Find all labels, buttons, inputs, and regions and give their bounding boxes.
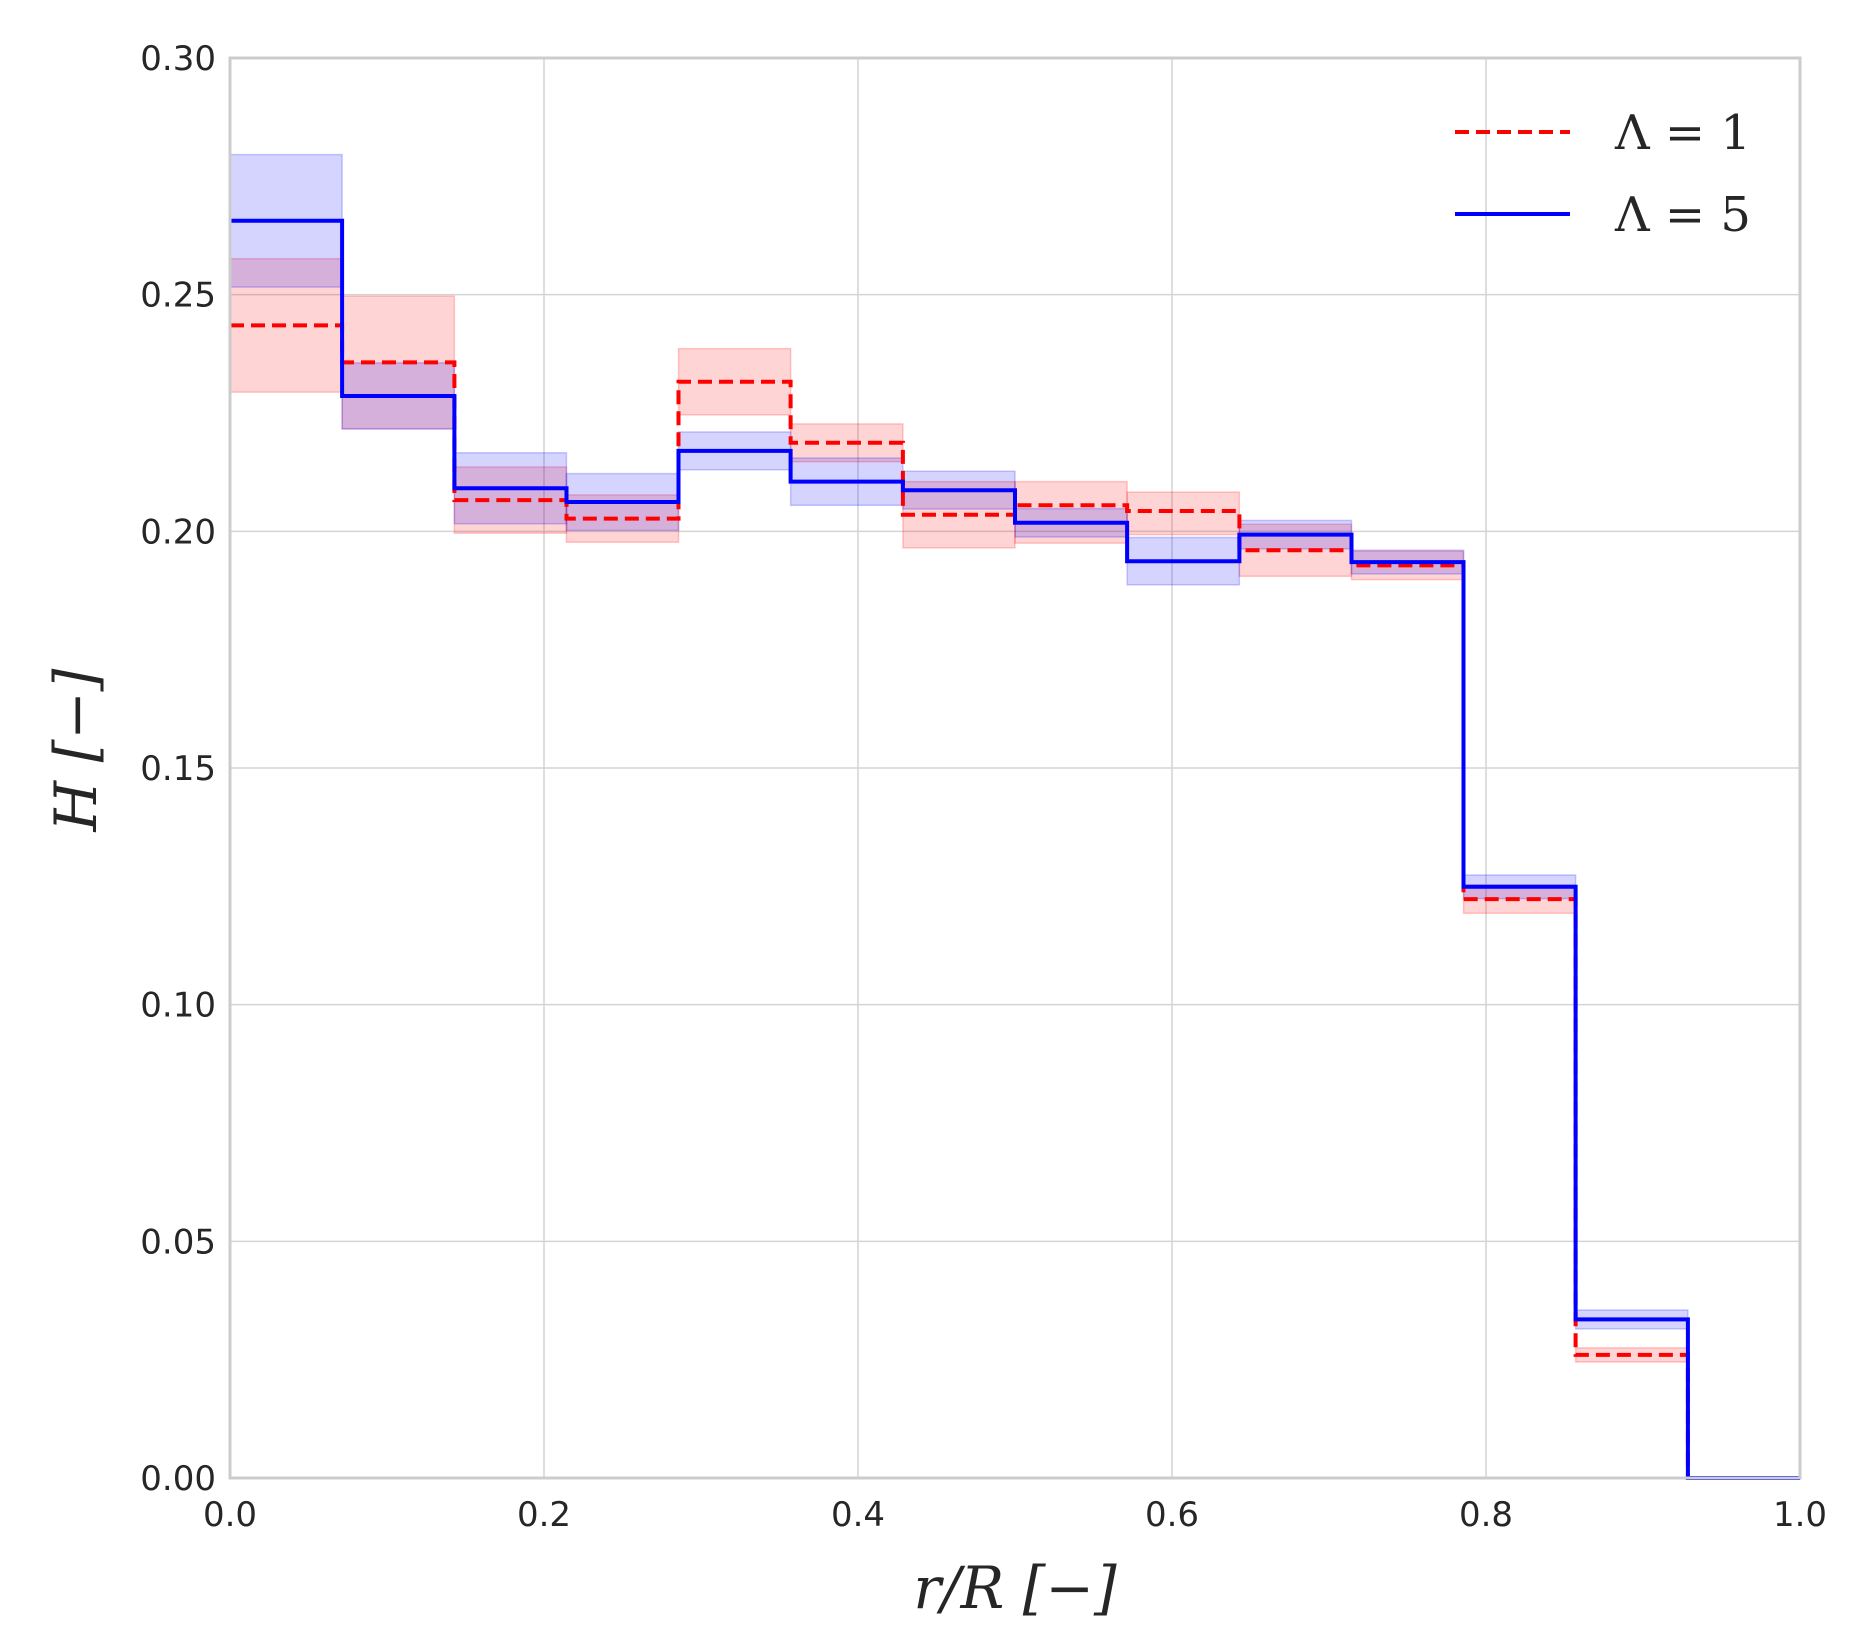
y-tick-label: 0.15 xyxy=(140,749,216,789)
x-tick-labels: 0.0 0.2 0.4 0.6 0.8 1.0 xyxy=(203,1495,1827,1535)
legend-label-lambda-1: Λ = 1 xyxy=(1614,105,1751,161)
grid-lines xyxy=(230,58,1800,1478)
y-tick-labels: 0.00 0.05 0.10 0.15 0.20 0.25 0.30 xyxy=(140,39,216,1499)
y-tick-label: 0.25 xyxy=(140,276,216,316)
series-line-1 xyxy=(230,218,1800,1480)
band-rect xyxy=(789,423,904,463)
x-tick-label: 0.2 xyxy=(517,1495,571,1535)
band-rect xyxy=(1126,491,1241,536)
plot-frame xyxy=(228,56,1802,1480)
y-tick-label: 0.20 xyxy=(140,512,216,552)
x-tick-label: 1.0 xyxy=(1773,1495,1827,1535)
y-tick-label: 0.30 xyxy=(140,39,216,79)
y-tick-label: 0.10 xyxy=(140,986,216,1026)
x-axis-label: r/R [−] xyxy=(913,1554,1117,1622)
legend-label-lambda-5: Λ = 5 xyxy=(1614,187,1751,243)
band-rect xyxy=(677,347,792,416)
series-lines xyxy=(230,218,1800,1480)
x-tick-label: 0.0 xyxy=(203,1495,257,1535)
x-tick-label: 0.6 xyxy=(1145,1495,1199,1535)
x-tick-label: 0.4 xyxy=(831,1495,885,1535)
y-tick-label: 0.05 xyxy=(140,1222,216,1262)
y-axis-label: H [−] xyxy=(42,668,110,832)
y-tick-label: 0.00 xyxy=(140,1459,216,1499)
x-tick-label: 0.8 xyxy=(1459,1495,1513,1535)
legend: Λ = 1 Λ = 5 xyxy=(1455,105,1751,243)
